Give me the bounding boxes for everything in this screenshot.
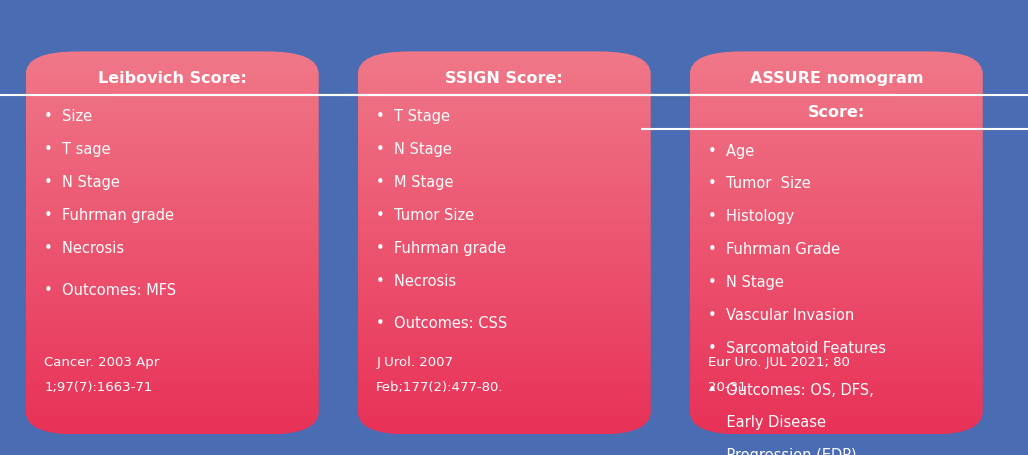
Text: •  Sarcomatoid Features: • Sarcomatoid Features bbox=[708, 340, 886, 355]
Text: 20-31: 20-31 bbox=[708, 380, 747, 393]
Text: Early Disease: Early Disease bbox=[708, 415, 827, 430]
Text: •  T Stage: • T Stage bbox=[376, 109, 450, 124]
Text: Score:: Score: bbox=[808, 105, 865, 120]
Text: •  Outcomes: MFS: • Outcomes: MFS bbox=[44, 282, 177, 297]
Text: •  Fuhrman grade: • Fuhrman grade bbox=[44, 207, 174, 222]
Text: •  Fuhrman Grade: • Fuhrman Grade bbox=[708, 242, 841, 257]
Text: •  Necrosis: • Necrosis bbox=[44, 240, 124, 255]
Text: •  Vascular Invasion: • Vascular Invasion bbox=[708, 307, 854, 322]
Text: •  Outcomes: OS, DFS,: • Outcomes: OS, DFS, bbox=[708, 382, 874, 397]
Text: •  N Stage: • N Stage bbox=[708, 274, 784, 289]
Text: J Urol. 2007: J Urol. 2007 bbox=[376, 355, 453, 368]
Text: •  Necrosis: • Necrosis bbox=[376, 273, 456, 288]
Text: •  Tumor  Size: • Tumor Size bbox=[708, 176, 811, 191]
Text: SSIGN Score:: SSIGN Score: bbox=[445, 71, 563, 86]
Text: 1;97(7):1663-71: 1;97(7):1663-71 bbox=[44, 380, 152, 393]
Text: Cancer. 2003 Apr: Cancer. 2003 Apr bbox=[44, 355, 159, 368]
Text: •  Fuhrman grade: • Fuhrman grade bbox=[376, 240, 506, 255]
Text: •  Size: • Size bbox=[44, 109, 93, 124]
Text: Feb;177(2):477-80.: Feb;177(2):477-80. bbox=[376, 380, 504, 393]
Text: •  Tumor Size: • Tumor Size bbox=[376, 207, 474, 222]
Text: •  M Stage: • M Stage bbox=[376, 175, 453, 190]
Text: •  N Stage: • N Stage bbox=[44, 175, 120, 190]
Text: •  N Stage: • N Stage bbox=[376, 142, 452, 157]
Text: Progression (EDP): Progression (EDP) bbox=[708, 447, 857, 455]
Text: Leibovich Score:: Leibovich Score: bbox=[98, 71, 247, 86]
Text: ASSURE nomogram: ASSURE nomogram bbox=[749, 71, 923, 86]
Text: Eur Uro. JUL 2021; 80: Eur Uro. JUL 2021; 80 bbox=[708, 355, 850, 368]
Text: •  T sage: • T sage bbox=[44, 142, 111, 157]
Text: •  Outcomes: CSS: • Outcomes: CSS bbox=[376, 315, 508, 330]
Text: •  Age: • Age bbox=[708, 143, 755, 158]
Text: •  Histology: • Histology bbox=[708, 209, 795, 224]
